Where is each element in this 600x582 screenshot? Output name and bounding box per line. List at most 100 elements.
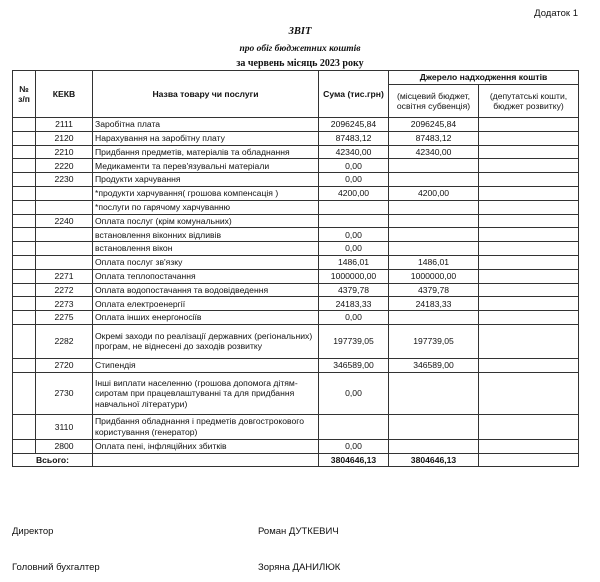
cell-sum: 2096245,84 <box>318 117 389 132</box>
cell-kekv <box>35 241 93 256</box>
cell-name: Оплата пені, інфляційних збитків <box>92 438 319 454</box>
total-row: Всього: 3804646,13 3804646,13 <box>12 452 579 468</box>
table-row: 2282 Окремі заходи по реалізації державни… <box>12 323 579 359</box>
cell-sum: 197739,05 <box>318 323 389 359</box>
cell-source2 <box>478 130 579 146</box>
cell-num <box>12 172 36 187</box>
table-row: 2720 Стипендія 346589,00 346589,00 <box>12 357 579 373</box>
cell-num <box>12 282 36 298</box>
cell-num <box>12 227 36 243</box>
cell-num <box>12 357 36 373</box>
cell-num <box>12 371 36 415</box>
signature-role-accountant: Головний бухгалтер <box>12 562 100 573</box>
cell-num <box>12 213 36 229</box>
cell-num <box>12 254 36 270</box>
header-source2: (депутатські кошти, бюджет розвитку) <box>478 84 579 118</box>
cell-sum: 1486,01 <box>318 254 389 270</box>
cell-kekv: 2275 <box>35 310 93 325</box>
cell-source2 <box>478 282 579 298</box>
table-row: встановлення віконних відливів 0,00 <box>12 227 579 243</box>
table-row: 2111 Заробітна плата 2096245,84 2096245,84 <box>12 117 579 132</box>
cell-num <box>12 310 36 325</box>
cell-kekv <box>35 199 93 215</box>
cell-name: *продукти харчування( грошова компенсаці… <box>92 185 319 201</box>
cell-source1: 197739,05 <box>388 323 479 359</box>
cell-source2 <box>478 185 579 201</box>
cell-sum: 0,00 <box>318 172 389 187</box>
cell-sum: 1000000,00 <box>318 268 389 284</box>
cell-name: Стипендія <box>92 357 319 373</box>
cell-name: Нарахування на заробітну плату <box>92 130 319 146</box>
cell-kekv: 2800 <box>35 438 93 454</box>
cell-source1 <box>388 438 479 454</box>
cell-num <box>12 144 36 160</box>
cell-kekv: 2730 <box>35 371 93 415</box>
cell-num <box>12 199 36 215</box>
cell-source1 <box>388 227 479 243</box>
header-source: Джерело надходження коштів <box>388 70 579 85</box>
cell-name: Оплата послуг зв'язку <box>92 254 319 270</box>
cell-kekv: 2230 <box>35 172 93 187</box>
cell-source1 <box>388 172 479 187</box>
cell-kekv: 2720 <box>35 357 93 373</box>
cell-source1 <box>388 199 479 215</box>
cell-num <box>12 268 36 284</box>
cell-source2 <box>478 268 579 284</box>
cell-source1 <box>388 371 479 415</box>
cell-num <box>12 241 36 256</box>
cell-source2 <box>478 323 579 359</box>
table-row: 2275 Оплата інших енергоносіїв 0,00 <box>12 310 579 325</box>
cell-kekv: 2210 <box>35 144 93 160</box>
total-source2 <box>478 452 579 468</box>
table-row: 3110 Придбання обладнання і предметів дов… <box>12 413 579 440</box>
cell-sum <box>318 199 389 215</box>
cell-source1: 1486,01 <box>388 254 479 270</box>
cell-source1 <box>388 310 479 325</box>
cell-name: *послуги по гарячому харчуванню <box>92 199 319 215</box>
table-row: Оплата послуг зв'язку 1486,01 1486,01 <box>12 254 579 270</box>
cell-sum: 0,00 <box>318 438 389 454</box>
cell-num <box>12 438 36 454</box>
table-row: встановлення вікон 0,00 <box>12 241 579 256</box>
cell-sum: 0,00 <box>318 227 389 243</box>
cell-name: Оплата інших енергоносіїв <box>92 310 319 325</box>
cell-source1: 4200,00 <box>388 185 479 201</box>
header-name: Назва товару чи послуги <box>92 70 319 118</box>
cell-source2 <box>478 254 579 270</box>
cell-kekv: 2282 <box>35 323 93 359</box>
cell-kekv: 2120 <box>35 130 93 146</box>
cell-name: Придбання обладнання і предметів довгост… <box>92 413 319 440</box>
cell-sum: 4200,00 <box>318 185 389 201</box>
cell-sum: 42340,00 <box>318 144 389 160</box>
cell-kekv: 3110 <box>35 413 93 440</box>
cell-name: Медикаменти та перев'язувальні матеріали <box>92 158 319 174</box>
table-row: 2271 Оплата теплопостачання 1000000,00 1000… <box>12 268 579 284</box>
table-row: 2730 Інші виплати населенню (грошова допо… <box>12 371 579 415</box>
table-row: 2120 Нарахування на заробітну плату 87483,… <box>12 130 579 146</box>
cell-sum: 0,00 <box>318 310 389 325</box>
cell-sum: 87483,12 <box>318 130 389 146</box>
cell-source2 <box>478 117 579 132</box>
cell-sum <box>318 413 389 440</box>
cell-name: встановлення віконних відливів <box>92 227 319 243</box>
table-row: 2272 Оплата водопостачання та водовідведе… <box>12 282 579 298</box>
cell-source2 <box>478 172 579 187</box>
cell-source2 <box>478 213 579 229</box>
cell-name: Оплата водопостачання та водовідведення <box>92 282 319 298</box>
cell-source1 <box>388 158 479 174</box>
header-num: № з/п <box>12 70 36 118</box>
cell-sum: 0,00 <box>318 241 389 256</box>
table-row: *продукти харчування( грошова компенсаці… <box>12 185 579 201</box>
header-sum: Сума (тис.грн) <box>318 70 389 118</box>
cell-source1 <box>388 413 479 440</box>
table-row: 2210 Придбання предметів, матеріалів та о… <box>12 144 579 160</box>
cell-name: Заробітна плата <box>92 117 319 132</box>
report-subtitle: про обіг бюджетних коштів <box>239 44 361 54</box>
cell-source2 <box>478 438 579 454</box>
cell-source1: 2096245,84 <box>388 117 479 132</box>
cell-kekv <box>35 254 93 270</box>
cell-sum: 24183,33 <box>318 296 389 312</box>
cell-name: Оплата теплопостачання <box>92 268 319 284</box>
table-row: *послуги по гарячому харчуванню <box>12 199 579 215</box>
cell-source2 <box>478 199 579 215</box>
